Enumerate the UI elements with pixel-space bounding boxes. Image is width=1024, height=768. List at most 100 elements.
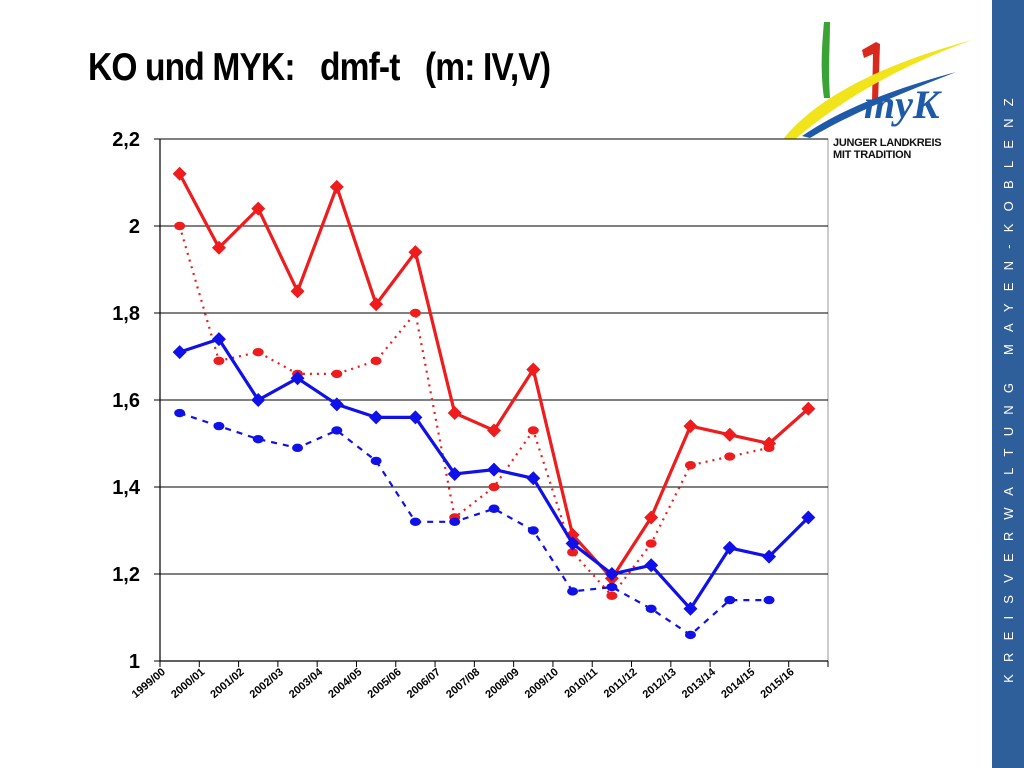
data-point bbox=[606, 582, 618, 592]
data-point bbox=[251, 393, 266, 407]
data-point bbox=[174, 221, 186, 231]
data-point bbox=[606, 591, 618, 600]
data-point bbox=[645, 539, 657, 548]
data-point bbox=[292, 443, 304, 453]
data-point bbox=[370, 356, 382, 366]
data-point bbox=[290, 284, 305, 299]
logo-caption: JUNGER LANDKREIS MIT TRADITION bbox=[833, 137, 943, 161]
data-point bbox=[329, 179, 344, 194]
slide-title: KO und MYK: dmf-t (m: IV,V) bbox=[88, 46, 551, 89]
x-tick-label: 2015/16 bbox=[758, 666, 796, 701]
y-tick-label: 1,4 bbox=[112, 477, 141, 499]
series-1 bbox=[174, 221, 775, 600]
series-3 bbox=[174, 408, 775, 640]
grid-lines bbox=[160, 138, 828, 575]
data-point bbox=[526, 471, 541, 486]
data-point bbox=[724, 452, 736, 461]
data-point bbox=[369, 297, 384, 312]
data-point bbox=[801, 401, 816, 416]
data-point bbox=[527, 426, 539, 435]
data-point bbox=[565, 536, 580, 551]
data-point bbox=[567, 587, 579, 596]
x-tick-label: 2010/11 bbox=[562, 666, 600, 700]
data-point bbox=[331, 369, 343, 379]
logo-wordmark: myK bbox=[864, 82, 942, 127]
y-tick-label: 1 bbox=[129, 651, 140, 673]
data-point bbox=[172, 166, 187, 181]
data-point bbox=[644, 510, 659, 525]
x-tick-label: 2001/02 bbox=[208, 666, 246, 701]
data-point bbox=[488, 482, 500, 492]
data-point bbox=[488, 504, 500, 513]
y-tick-label: 1,2 bbox=[112, 564, 140, 586]
data-point bbox=[763, 595, 775, 605]
x-tick-label: 2013/14 bbox=[680, 666, 719, 701]
y-tick-label: 1,6 bbox=[112, 390, 140, 412]
y-tick-labels: 1 1,2 1,4 1,6 1,8 2 2,2 bbox=[112, 129, 141, 673]
data-point bbox=[409, 308, 421, 318]
series-2 bbox=[172, 332, 816, 616]
data-point bbox=[172, 345, 187, 360]
data-point bbox=[526, 362, 541, 377]
x-tick-label: 2002/03 bbox=[248, 666, 286, 701]
data-point bbox=[487, 423, 501, 438]
data-point bbox=[722, 540, 737, 555]
data-point bbox=[408, 410, 423, 425]
data-point bbox=[567, 548, 579, 557]
x-tick-label: 2011/12 bbox=[602, 666, 640, 700]
data-point bbox=[762, 549, 777, 564]
x-tick-label: 2005/06 bbox=[366, 666, 404, 701]
data-point bbox=[684, 461, 696, 470]
x-tick-label: 2000/01 bbox=[169, 666, 207, 701]
data-point bbox=[331, 426, 343, 435]
data-point bbox=[213, 421, 225, 431]
data-point bbox=[370, 456, 382, 466]
data-point bbox=[329, 397, 344, 412]
series-line bbox=[179, 412, 770, 637]
data-point bbox=[252, 347, 264, 357]
x-tick-label: 2003/04 bbox=[287, 666, 326, 701]
data-point bbox=[251, 201, 266, 216]
side-text-container: KREISVERWALTUNG MAYEN-KOBLENZ bbox=[992, 0, 1024, 768]
x-tick-label: 2006/07 bbox=[405, 666, 443, 701]
data-point bbox=[683, 419, 698, 434]
data-point bbox=[174, 408, 186, 418]
data-point bbox=[645, 604, 657, 613]
series-group bbox=[172, 166, 816, 640]
data-point bbox=[211, 332, 226, 347]
logo-yellow-swoosh bbox=[784, 40, 972, 142]
logo-red-stroke bbox=[862, 42, 880, 102]
y-tick-label: 2,2 bbox=[112, 129, 140, 151]
series-line bbox=[178, 225, 770, 597]
data-point bbox=[447, 406, 462, 421]
data-point bbox=[252, 434, 264, 444]
logo-caption-line2: MIT TRADITION bbox=[833, 149, 911, 161]
line-chart: 1 1,2 1,4 1,6 1,8 2 2,2 1999/00 2000/01 2001/02 2… bbox=[112, 129, 829, 701]
x-tick-label: 2008/09 bbox=[483, 666, 521, 701]
data-point bbox=[449, 517, 461, 526]
data-point bbox=[644, 558, 659, 573]
data-point bbox=[487, 462, 501, 477]
y-tick-label: 2 bbox=[129, 216, 140, 238]
data-point bbox=[409, 517, 421, 526]
logo-graphic: myK bbox=[784, 22, 972, 142]
y-tick-label: 1,8 bbox=[112, 303, 140, 325]
axes bbox=[154, 138, 829, 667]
data-point bbox=[684, 630, 696, 640]
x-tick-labels: 1999/00 2000/01 2001/02 2002/03 2003/04 2004/… bbox=[130, 666, 797, 701]
data-point bbox=[722, 427, 737, 442]
data-point bbox=[763, 443, 775, 453]
data-point bbox=[527, 526, 539, 535]
logo-green-stroke bbox=[821, 22, 830, 98]
data-point bbox=[213, 356, 225, 366]
data-point bbox=[447, 466, 462, 481]
series-0 bbox=[172, 166, 816, 586]
x-tick-label: 2009/10 bbox=[523, 666, 561, 701]
data-point bbox=[211, 240, 226, 255]
x-tick-label: 2012/13 bbox=[641, 666, 679, 701]
logo-blue-swoosh bbox=[802, 72, 956, 138]
data-point bbox=[801, 510, 816, 525]
data-point bbox=[683, 601, 698, 616]
x-tick-label: 2004/05 bbox=[326, 666, 364, 701]
side-text: KREISVERWALTUNG MAYEN-KOBLENZ bbox=[1000, 85, 1016, 683]
